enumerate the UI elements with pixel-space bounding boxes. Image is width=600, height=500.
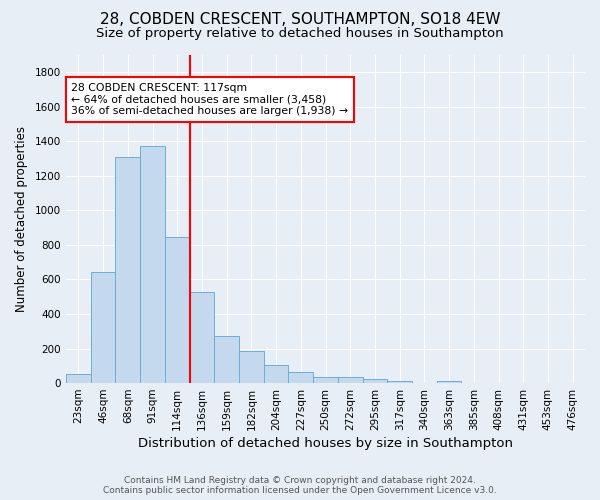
Bar: [91, 272, 115, 383]
Bar: [140, 146, 165, 383]
Bar: [165, 237, 190, 383]
Bar: [66, 374, 91, 383]
Bar: [264, 365, 289, 383]
Bar: [239, 351, 264, 383]
Bar: [115, 157, 140, 383]
X-axis label: Distribution of detached houses by size in Southampton: Distribution of detached houses by size …: [138, 437, 513, 450]
Bar: [338, 377, 362, 383]
Bar: [362, 379, 388, 383]
Text: Size of property relative to detached houses in Southampton: Size of property relative to detached ho…: [96, 28, 504, 40]
Text: Contains HM Land Registry data © Crown copyright and database right 2024.
Contai: Contains HM Land Registry data © Crown c…: [103, 476, 497, 495]
Bar: [190, 292, 214, 383]
Bar: [388, 381, 412, 383]
Bar: [214, 336, 239, 383]
Bar: [289, 372, 313, 383]
Text: 28 COBDEN CRESCENT: 117sqm
← 64% of detached houses are smaller (3,458)
36% of s: 28 COBDEN CRESCENT: 117sqm ← 64% of deta…: [71, 83, 349, 116]
Bar: [313, 377, 338, 383]
Text: 28, COBDEN CRESCENT, SOUTHAMPTON, SO18 4EW: 28, COBDEN CRESCENT, SOUTHAMPTON, SO18 4…: [100, 12, 500, 28]
Bar: [437, 381, 461, 383]
Y-axis label: Number of detached properties: Number of detached properties: [15, 126, 28, 312]
